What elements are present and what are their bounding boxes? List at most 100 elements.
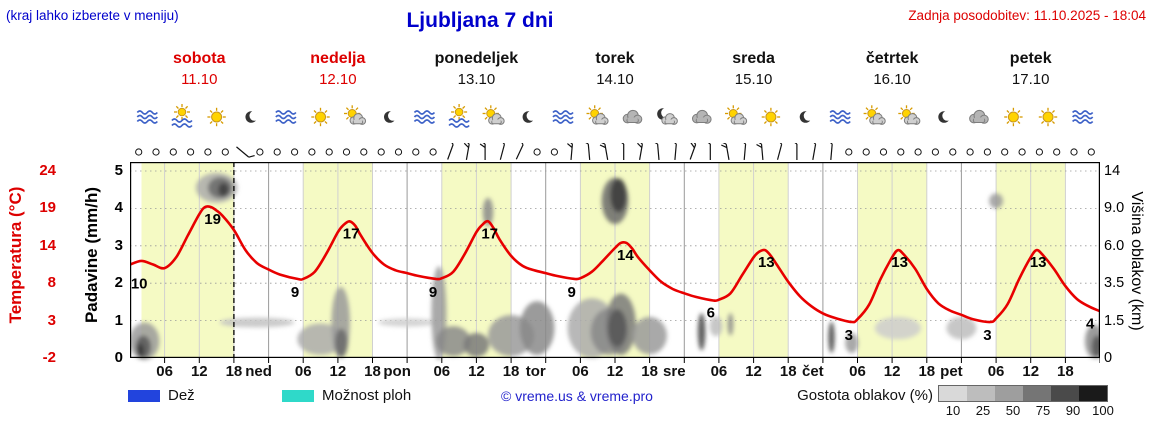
day-name: torek: [595, 50, 635, 67]
day-date: 11.10: [181, 71, 218, 88]
precip-axis-tick: 4: [114, 199, 123, 217]
day-header-torek: torek 14.10: [546, 50, 685, 88]
temperature-value-label: 3: [983, 327, 991, 344]
temp-axis-tick: 24: [39, 162, 56, 179]
day-name: sreda: [732, 50, 775, 67]
partly-icon: [725, 105, 748, 125]
x-hour-label: 06: [294, 363, 312, 380]
cloud-icon: [691, 109, 712, 124]
day-name: sobota: [173, 50, 226, 67]
wind-barb-icon: [618, 143, 625, 160]
wind-barb-icon: [463, 143, 470, 160]
wind-calm-icon: [966, 148, 974, 156]
x-hour-label: 06: [433, 363, 451, 380]
wind-calm-icon: [879, 148, 888, 156]
temperature-curve: [130, 205, 1100, 324]
day-header-četrtek: četrtek 16.10: [823, 50, 962, 88]
wind-calm-icon: [204, 148, 212, 156]
wind-calm-icon: [273, 148, 281, 156]
cloud-density-swatch: [995, 386, 1023, 401]
cloud-density-scale-values: 10 25 50 75 90 100: [938, 403, 1118, 418]
cloud-icon: [622, 109, 643, 124]
fog-icon: [1072, 110, 1094, 124]
cloud-density-swatch: [967, 386, 995, 401]
temp-axis-tick: 14: [39, 236, 56, 254]
fog-icon: [829, 110, 851, 124]
cloud-axis-tick: 1.5: [1104, 312, 1125, 329]
sun-icon: [761, 107, 781, 127]
wind-calm-icon: [394, 148, 403, 156]
cloud-axis-tick: 14: [1104, 163, 1121, 179]
x-hour-label: 12: [606, 363, 624, 380]
wind-barb-icon: [689, 143, 697, 160]
day-header-sreda: sreda 15.10: [684, 50, 823, 88]
day-date: 17.10: [1011, 71, 1050, 88]
day-date: 15.10: [734, 71, 773, 88]
chart-frame: [130, 162, 1100, 359]
cloud-density-value: 90: [1065, 403, 1081, 418]
x-hour-label: 18: [918, 363, 936, 380]
partly-icon: [863, 105, 886, 125]
precip-axis-tick: 5: [114, 162, 123, 179]
fog-icon: [552, 110, 574, 124]
wind-barb-icon: [776, 143, 783, 160]
x-hour-label: 18: [364, 363, 381, 380]
last-updated: Zadnja posodobitev: 11.10.2025 - 18:04: [908, 8, 1146, 23]
wind-barb-icon: [791, 143, 798, 160]
wind-calm-icon: [983, 148, 992, 156]
wind-barb-icon: [740, 143, 747, 161]
moon-icon: [245, 110, 260, 123]
wind-barb-icon: [447, 143, 454, 160]
sun-icon: [207, 107, 226, 127]
showers-legend-label: Možnost ploh: [322, 387, 412, 404]
x-day-abbrev-label: tor: [525, 363, 546, 380]
temp-axis-tick: 8: [47, 274, 56, 292]
location-hint: (kraj lahko izberete v meniju): [6, 8, 179, 23]
temperature-value-label: 19: [204, 211, 221, 228]
wind-barb-icon: [637, 143, 643, 160]
day-date: 16.10: [873, 71, 911, 88]
cloud-density-value: 25: [975, 403, 991, 418]
temperature-value-label: 4: [1086, 315, 1095, 332]
wind-calm-icon: [1035, 148, 1044, 156]
copyright-link[interactable]: © vreme.us & vreme.pro: [501, 388, 653, 404]
wind-barb-icon: [755, 143, 764, 161]
day-header-sobota: sobota 11.10: [130, 50, 269, 88]
x-hour-label: 12: [468, 363, 485, 380]
wind-calm-icon: [550, 148, 558, 156]
x-day-abbrev-label: pon: [383, 363, 411, 380]
wind-symbols-row: [135, 143, 1095, 161]
wind-barb-icon: [720, 143, 730, 160]
cloud-density-swatch: [939, 386, 967, 401]
wind-barb-icon: [810, 143, 817, 160]
wind-barb-icon: [599, 143, 609, 160]
day-header-petek: petek 17.10: [961, 50, 1100, 88]
x-hour-label: 18: [225, 363, 243, 380]
day-name: petek: [1009, 50, 1052, 67]
temp-axis-tick: -2: [42, 349, 56, 366]
sun-icon: [1004, 107, 1023, 127]
x-hour-label: 12: [745, 363, 762, 380]
temperature-value-label: 6: [707, 305, 715, 322]
cloud-density-value: 50: [1005, 403, 1021, 418]
showers-legend-swatch: [282, 390, 314, 402]
wind-calm-icon: [862, 148, 870, 156]
wind-calm-icon: [221, 148, 229, 156]
x-day-abbrev-label: pet: [940, 363, 963, 380]
temp-axis-tick: 19: [39, 199, 56, 217]
fog-icon: [275, 110, 297, 124]
x-hour-label: 18: [779, 363, 797, 380]
cloud-density-swatch: [1079, 386, 1107, 401]
wind-calm-icon: [187, 148, 195, 156]
wind-barb-icon: [827, 143, 833, 161]
wind-barb-icon: [499, 143, 506, 160]
day-name: četrtek: [865, 50, 919, 67]
wind-calm-icon: [325, 148, 333, 156]
cloud-density-value: 10: [945, 403, 961, 418]
moon-icon: [938, 110, 953, 123]
temperature-value-label: 9: [568, 284, 576, 301]
wind-calm-icon: [291, 148, 299, 156]
temp-axis-tick: 3: [47, 311, 56, 329]
fogsun-icon: [448, 104, 470, 128]
fogsun-icon: [171, 104, 193, 128]
